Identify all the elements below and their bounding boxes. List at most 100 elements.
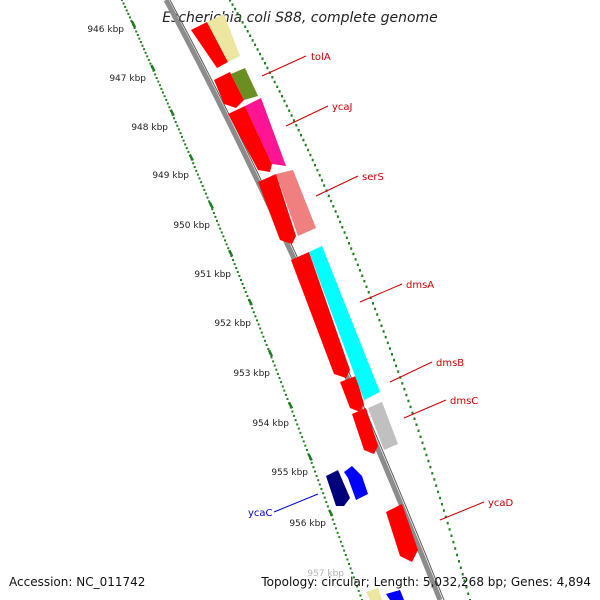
gene-inner-3: [228, 106, 272, 172]
tick-dot: [135, 30, 138, 33]
leader-dmsc: [403, 399, 447, 419]
tick-dot: [146, 55, 149, 58]
outer-dot: [290, 114, 293, 117]
outer-dot: [343, 231, 346, 234]
tick-dot: [165, 98, 168, 101]
gene-salmon: [276, 170, 316, 236]
outer-dot: [425, 453, 428, 457]
accession-text: Accession: NC_011742: [9, 575, 145, 589]
kbp-tick-mark: [267, 349, 274, 357]
tick-dot: [280, 381, 283, 384]
tick-dot: [315, 474, 318, 477]
leader-ycad: [439, 501, 485, 521]
outer-dot: [271, 76, 274, 79]
tick-dot: [163, 95, 166, 98]
gene-inner-4: [258, 174, 296, 244]
outer-dot: [259, 52, 262, 56]
tick-dot: [155, 77, 158, 79]
tick-dot: [200, 181, 203, 184]
tick-label-948: 948 kbp: [131, 123, 168, 133]
gene-inner-6: [340, 376, 364, 412]
leader-ycaj: [285, 105, 329, 127]
tick-dot: [124, 5, 127, 8]
outer-dot: [330, 199, 333, 203]
tick-dot: [219, 227, 222, 230]
outer-dot: [229, 0, 231, 2]
outer-dot: [437, 490, 440, 494]
tick-dot: [220, 231, 223, 234]
tick-dot: [149, 62, 152, 65]
outer-dot: [254, 43, 257, 47]
outer-dot: [283, 99, 286, 103]
tick-dot: [270, 356, 273, 359]
bottom-partial-genes: [366, 588, 404, 600]
outer-dot: [439, 496, 442, 500]
tick-dot: [314, 470, 316, 473]
leader-ycac: [273, 493, 319, 513]
tick-label-955: 955 kbp: [271, 468, 308, 478]
gene-magenta: [245, 98, 286, 166]
outer-dot: [264, 62, 266, 65]
outer-dot: [354, 258, 357, 261]
outer-dot: [295, 124, 298, 127]
label-dmsc: dmsC: [450, 396, 478, 407]
tick-dot: [344, 554, 347, 556]
outer-dot: [450, 534, 453, 537]
tick-dot: [198, 177, 201, 180]
tick-dot: [179, 132, 182, 135]
outer-dot: [278, 90, 281, 93]
tick-dot: [147, 59, 150, 61]
outer-dot: [276, 85, 279, 88]
outer-dot: [281, 95, 283, 98]
tick-dot: [244, 291, 247, 293]
tick-dot: [252, 311, 255, 314]
outer-dot: [456, 553, 459, 557]
outer-dot: [461, 573, 464, 576]
outer-dot: [359, 269, 361, 272]
gene-cyan: [309, 246, 380, 400]
outer-dot: [350, 247, 353, 250]
outer-dot: [376, 313, 379, 316]
tick-dot: [326, 505, 329, 508]
leader-tola: [261, 55, 307, 77]
tick-dot: [222, 235, 225, 238]
outer-dot: [409, 405, 412, 409]
tick-dot: [182, 139, 185, 142]
gene-labels: tolA ycaJ serS dmsA dmsB dmsC ycaD ycaC: [248, 52, 514, 519]
tick-dot: [227, 247, 230, 250]
outer-dot: [391, 353, 393, 356]
outer-dot: [304, 143, 307, 147]
outer-dot: [467, 592, 470, 595]
outer-dot: [435, 484, 438, 487]
tick-label-947: 947 kbp: [109, 74, 146, 84]
outer-dot: [363, 279, 366, 283]
tick-dot: [286, 398, 289, 400]
outer-dot: [378, 318, 381, 322]
tick-dot: [127, 12, 130, 15]
tick-dot: [128, 16, 131, 19]
tick-dot: [121, 0, 123, 1]
tick-dot: [273, 364, 276, 367]
tick-dot: [312, 466, 315, 469]
outer-dot: [348, 242, 350, 245]
outer-dot: [336, 215, 339, 218]
gene-inner-1: [191, 22, 228, 68]
tick-dot: [187, 150, 190, 153]
tick-dot: [260, 331, 263, 334]
kbp-tick-mark: [169, 109, 175, 117]
outer-dot: [314, 163, 316, 167]
kbp-tick-mark: [328, 509, 334, 517]
outer-dot: [372, 302, 374, 305]
tick-dot: [348, 563, 350, 565]
outer-dot: [415, 423, 418, 426]
outer-dot: [388, 347, 391, 350]
outer-dot: [397, 370, 400, 373]
outer-dot: [454, 547, 457, 550]
tick-dot: [216, 219, 218, 222]
outer-dot: [239, 16, 242, 20]
outer-dot: [341, 226, 344, 229]
tick-label-949: 949 kbp: [152, 171, 189, 181]
tick-dot: [320, 487, 323, 490]
tick-dot: [351, 571, 354, 574]
outer-dot: [405, 393, 408, 397]
